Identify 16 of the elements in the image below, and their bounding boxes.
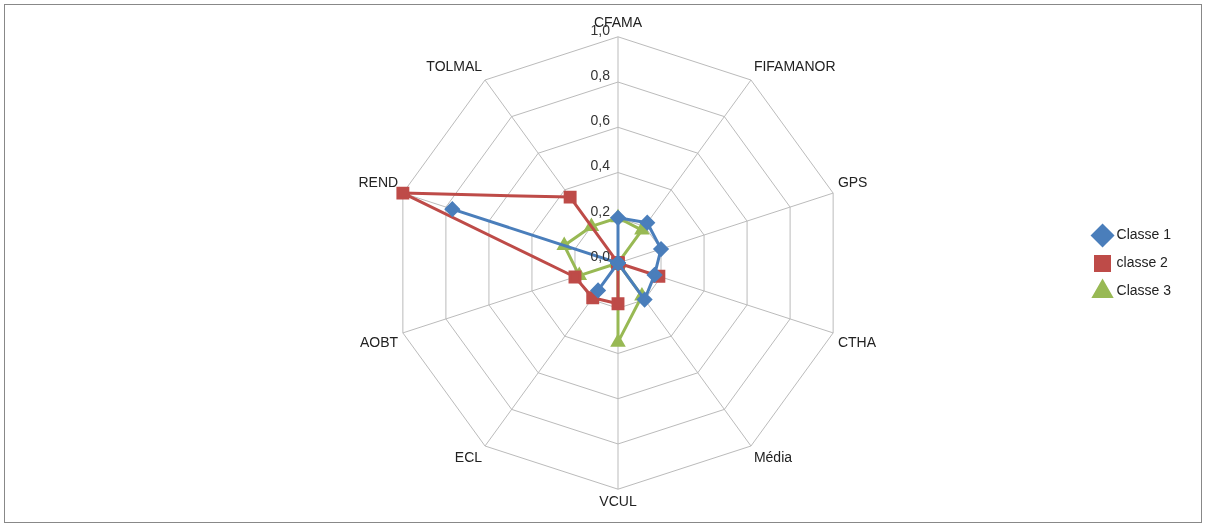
legend-label: classe 2: [1116, 254, 1169, 271]
spoke-label: VCUL: [599, 493, 637, 510]
spoke-label: ECL: [454, 449, 483, 466]
spoke-label: AOBT: [359, 333, 399, 350]
y-tick-label: 0,6: [590, 112, 611, 129]
spoke-label: GPS: [837, 174, 868, 191]
spoke-label: TOLMAL: [426, 58, 483, 75]
spoke-label: Média: [753, 449, 793, 466]
legend-label: Classe 3: [1116, 282, 1172, 299]
spoke-label: REND: [358, 174, 399, 191]
y-tick-label: 0,4: [590, 157, 611, 174]
spoke-label: FIFAMANOR: [753, 58, 836, 75]
legend-label: Classe 1: [1116, 226, 1172, 243]
y-tick-label: 0,8: [590, 66, 611, 83]
spoke-label: CTHA: [837, 333, 877, 350]
y-tick-label: 0,2: [590, 202, 611, 219]
